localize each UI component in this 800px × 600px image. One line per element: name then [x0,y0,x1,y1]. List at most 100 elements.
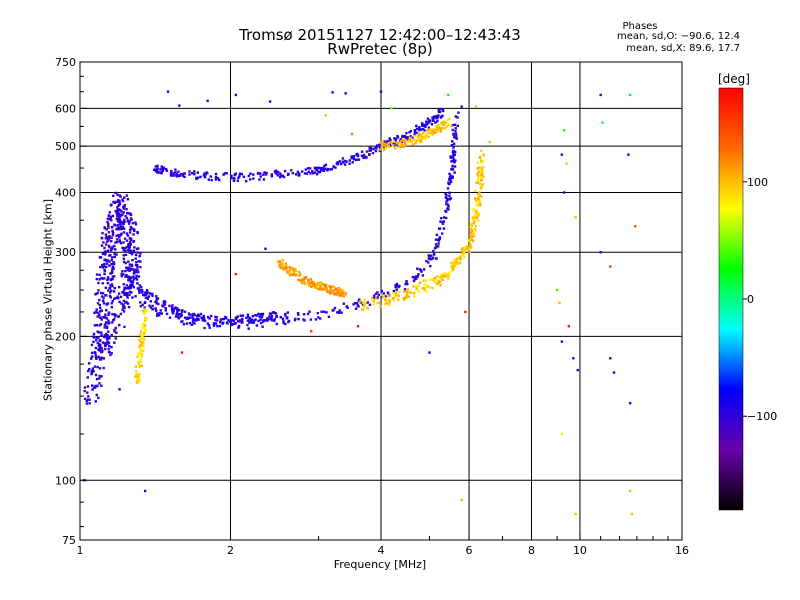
echo-point [106,302,110,305]
echo-point [139,330,143,333]
echo-point [98,273,101,277]
echo-point [86,376,89,379]
echo-point [107,277,110,281]
echo-point [420,122,424,125]
echo-point [253,319,256,322]
echo-point [448,117,451,121]
echo-point [326,169,329,172]
echo-point [443,216,446,219]
echo-point [475,209,478,213]
echo-point [368,153,371,156]
echo-point [225,172,228,175]
echo-point [293,271,296,274]
echo-point [358,300,362,303]
echo-point [134,365,138,368]
echo-point [126,234,130,237]
echo-point [102,299,105,302]
echo-point [110,270,114,274]
echo-point [396,284,399,287]
echo-point [453,260,456,264]
echo-point [240,172,243,176]
phases-title: Phases [622,21,658,32]
echo-point [612,371,616,374]
echo-point [94,373,98,377]
echo-point [177,317,181,320]
echo-point [325,311,328,314]
echo-point [109,249,113,252]
echo-point [449,124,453,128]
echo-point [145,288,149,292]
echo-point [128,286,132,290]
echo-point [448,273,451,276]
echo-point [380,293,383,297]
echo-point [394,291,398,294]
echo-point [259,312,263,316]
echo-point [436,124,440,128]
echo-point [418,281,422,284]
echo-point [449,178,452,182]
echo-point [315,169,319,172]
echo-point [425,123,429,126]
echo-point [97,348,101,352]
echo-point [417,290,421,293]
echo-point [100,375,103,378]
echo-point [392,298,396,302]
echo-point [307,170,310,174]
echo-point [424,280,427,283]
echo-point [101,282,104,285]
echo-point [178,174,182,178]
echo-point [393,147,397,150]
echo-point [355,302,359,305]
echo-point [104,293,107,297]
echo-point [478,156,482,159]
echo-point [270,173,274,176]
echo-point [190,323,193,326]
echo-point [469,234,472,238]
echo-point [380,289,383,293]
echo-point [119,223,122,226]
echo-point [474,105,478,108]
echo-point [338,294,341,297]
echo-point [110,302,113,305]
echo-point [442,220,446,223]
echo-point [174,168,177,171]
echo-point [124,275,127,278]
echo-point [446,187,450,190]
echo-point [137,375,140,379]
echo-point [384,298,387,302]
echo-point [110,219,113,222]
echo-point [338,293,341,296]
echo-point [168,316,172,319]
echo-point [401,143,404,146]
echo-point [220,317,224,321]
echo-point [101,231,104,235]
echo-point [128,240,132,244]
echo-point [396,141,399,145]
echo-point [289,266,292,269]
echo-point [331,289,334,293]
echo-point [114,191,117,195]
echo-point [109,353,112,357]
echo-point [413,294,416,298]
echo-point [448,172,451,176]
echo-point [419,268,423,272]
echo-point [143,324,147,327]
echo-point [481,160,485,163]
echo-point [425,120,428,123]
echo-point [101,252,105,256]
echo-point [428,286,431,289]
echo-point [334,288,337,291]
echo-point [103,250,107,253]
echo-point [199,312,203,316]
echo-point [106,259,110,262]
echo-point [236,319,240,323]
echo-point [137,363,141,366]
echo-point [445,200,448,203]
echo-point [284,262,288,265]
echo-point [470,246,473,249]
echo-point [447,123,450,127]
echo-point [396,293,399,297]
echo-point [456,124,460,128]
echo-point [478,199,481,203]
